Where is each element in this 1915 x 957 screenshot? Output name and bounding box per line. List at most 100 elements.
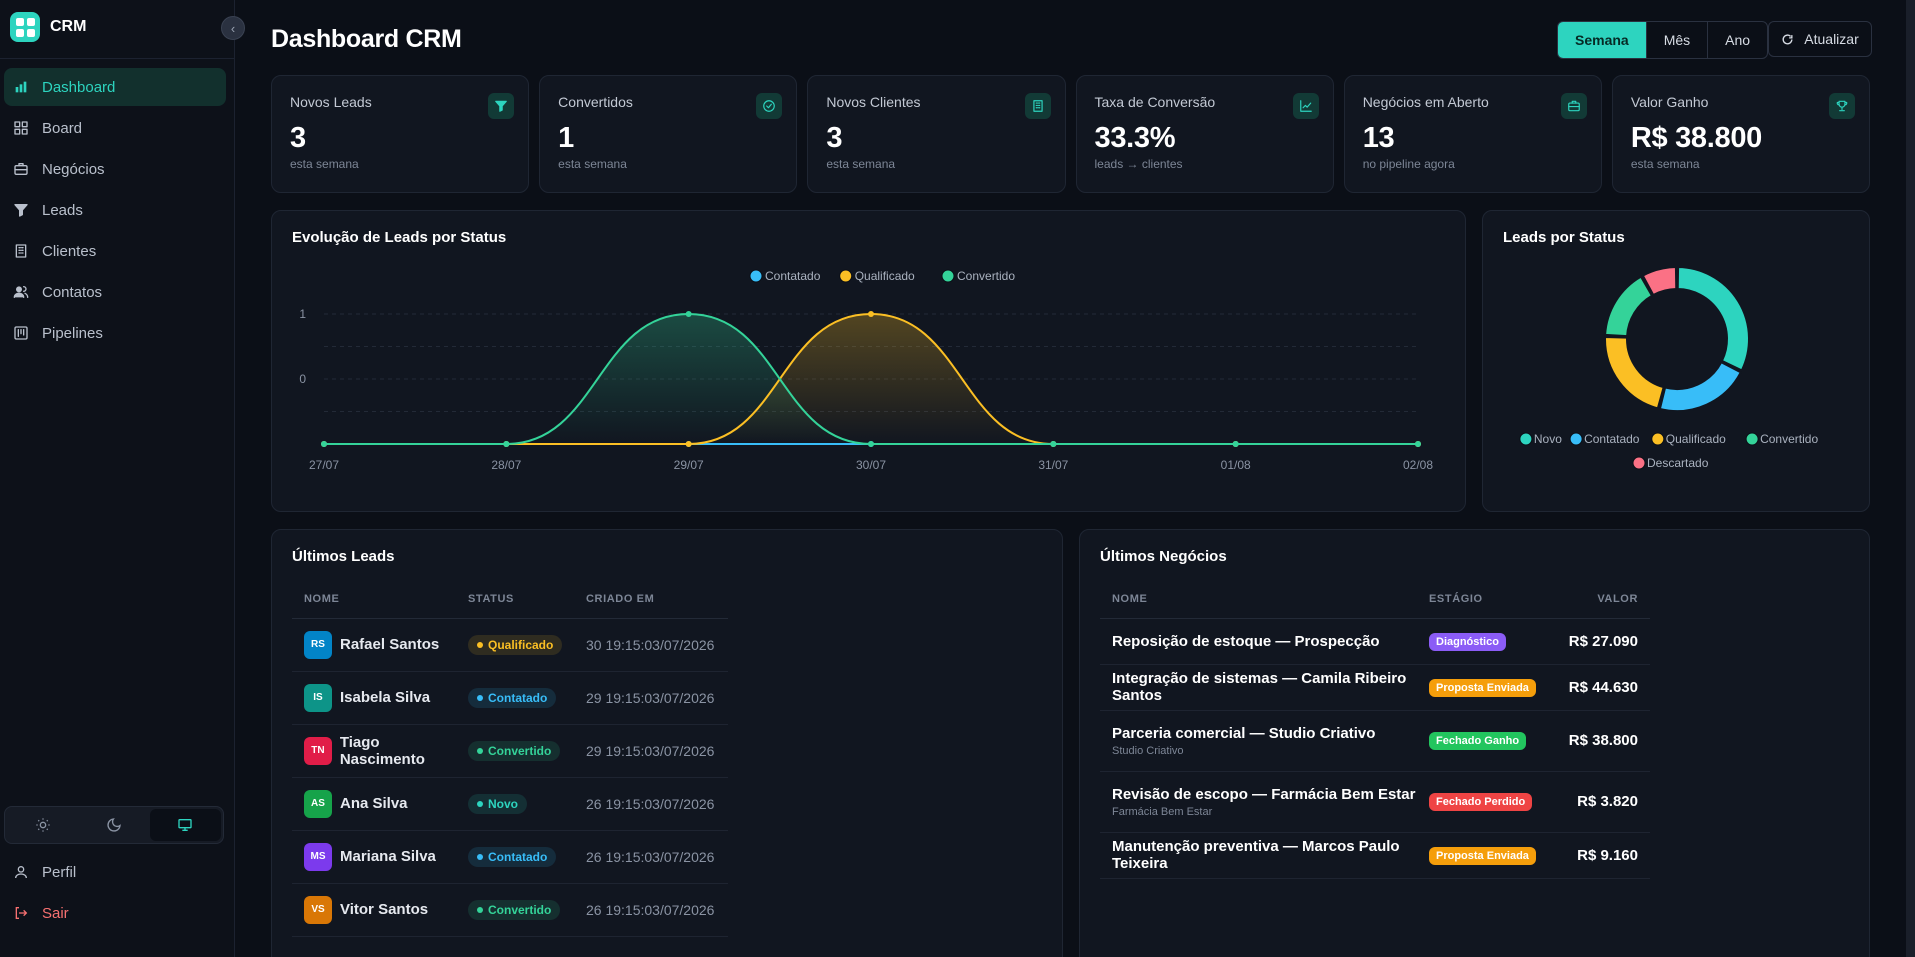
column-header-name[interactable]: NOME (292, 580, 468, 619)
sidebar-item-pipelines[interactable]: Pipelines (4, 314, 226, 352)
refresh-button[interactable]: Atualizar (1768, 21, 1872, 57)
donut-slice-descartado[interactable] (1641, 265, 1678, 297)
stage-badge: Proposta Enviada (1429, 678, 1536, 697)
scrollbar[interactable] (1906, 0, 1915, 957)
table-row[interactable]: AS Ana Silva Novo 26 19:15:03/07/2026 (292, 777, 728, 831)
kpi-card: Novos Clientes 3 esta semana (807, 75, 1066, 193)
table-row[interactable]: TN Tiago Nascimento Convertido 29 19:15:03/… (292, 724, 728, 778)
period-button-0[interactable]: Semana (1558, 22, 1647, 58)
stage-badge: Proposta Enviada (1429, 846, 1536, 865)
light-theme-button[interactable] (7, 809, 78, 841)
kpi-label: Taxa de Conversão (1094, 94, 1216, 110)
column-header-status[interactable]: STATUS (468, 580, 586, 619)
data-point[interactable] (1415, 441, 1421, 447)
data-point[interactable] (685, 441, 692, 447)
user-icon (12, 863, 30, 881)
table-row[interactable]: Reposição de estoque — Prospecção Diagnós… (1100, 618, 1650, 665)
sidebar-item-negocios[interactable]: Negócios (4, 150, 226, 188)
column-header-stage[interactable]: ESTÁGIO (1429, 580, 1557, 619)
table-row[interactable]: MS Mariana Silva Contatado 26 19:15:03/07/2… (292, 830, 728, 884)
lead-name-cell: IS Isabela Silva (292, 671, 468, 725)
brand[interactable]: CRM (10, 12, 86, 42)
table-row[interactable]: RS Rafael Santos Qualificado 30 19:15:03/07… (292, 618, 728, 672)
profile-label: Perfil (42, 863, 77, 881)
legend-item[interactable]: Contatado (749, 269, 821, 283)
kpi-row: Novos Leads 3 esta semana Convertidos 1 esta … (271, 75, 1871, 193)
sidebar-item-clientes[interactable]: Clientes (4, 232, 226, 270)
kpi-card: Negócios em Aberto 13 no pipeline agora (1343, 75, 1602, 193)
kpi-subtitle: esta semana (290, 157, 359, 171)
kpi-card: Novos Leads 3 esta semana (271, 75, 530, 193)
deal-value: R$ 3.820 (1557, 771, 1650, 833)
status-label: Novo (488, 796, 518, 811)
system-theme-button[interactable] (149, 809, 221, 841)
latest-deals-card: Últimos Negócios NOME ESTÁGIO VALOR Repo… (1079, 529, 1870, 957)
leads-table: NOME STATUS CRIADO EM RS Rafael Santos Qua… (292, 580, 728, 937)
data-point[interactable] (321, 441, 327, 447)
column-header-value[interactable]: VALOR (1557, 580, 1650, 619)
data-point[interactable] (503, 441, 510, 447)
table-row[interactable]: IS Isabela Silva Contatado 29 19:15:03/07/2… (292, 671, 728, 725)
column-header-name[interactable]: NOME (1100, 580, 1429, 619)
legend-item[interactable]: Convertido (1745, 432, 1818, 446)
table-row[interactable]: Revisão de escopo — Farmácia Bem Estar Fa… (1100, 771, 1650, 833)
data-point[interactable] (685, 311, 692, 317)
donut-slice-qualificado[interactable] (1604, 335, 1665, 410)
legend-item[interactable]: Qualificado (839, 269, 915, 283)
legend-item[interactable]: Novo (1519, 432, 1562, 446)
period-button-2[interactable]: Ano (1725, 32, 1751, 48)
donut-slice-contatado[interactable] (1658, 360, 1743, 412)
deal-stage-cell: Fechado Perdido (1429, 771, 1557, 833)
avatar: AS (304, 789, 332, 818)
collapse-sidebar-button[interactable]: ‹ (221, 16, 245, 40)
kpi-value: 33.3% (1094, 122, 1176, 154)
donut-slice-novo[interactable] (1676, 265, 1750, 372)
period-button-1[interactable]: Mês (1647, 22, 1709, 58)
table-row[interactable]: Parceria comercial — Studio Criativo Stud… (1100, 710, 1650, 772)
legend-item[interactable]: Contatado (1569, 432, 1640, 446)
lead-name-cell: TN Tiago Nascimento (292, 724, 468, 778)
sidebar-nav: Dashboard Board Negócios Leads Clientes Conta… (4, 68, 226, 355)
logout-label: Sair (42, 904, 69, 922)
leads-status-title: Leads por Status (1503, 229, 1625, 246)
deal-value: R$ 44.630 (1557, 664, 1650, 711)
sidebar-item-leads[interactable]: Leads (4, 191, 226, 229)
deal-stage-cell: Proposta Enviada (1429, 832, 1557, 879)
logout-link[interactable]: Sair (4, 894, 226, 932)
donut-slice-convertido[interactable] (1604, 275, 1654, 338)
legend-item[interactable]: Descartado (1632, 456, 1709, 470)
legend-item[interactable]: Convertido (941, 269, 1015, 283)
table-row[interactable]: Integração de sistemas — Camila Ribeiro … (1100, 664, 1650, 711)
table-row[interactable]: Manutenção preventiva — Marcos Paulo Tei… (1100, 832, 1650, 879)
refresh-label: Atualizar (1804, 31, 1859, 47)
stage-badge: Diagnóstico (1429, 632, 1506, 651)
y-tick-label: 0 (299, 372, 306, 386)
deal-value: R$ 38.800 (1557, 710, 1650, 772)
deal-name-cell: Reposição de estoque — Prospecção (1100, 618, 1429, 665)
series-area-convertido (324, 314, 1418, 444)
sidebar-item-dashboard[interactable]: Dashboard (4, 68, 226, 106)
status-dot (477, 906, 483, 913)
leads-evolution-title: Evolução de Leads por Status (292, 229, 507, 246)
profile-link[interactable]: Perfil (4, 853, 226, 891)
chevron-left-icon: ‹ (230, 20, 236, 36)
sidebar-item-contatos[interactable]: Contatos (4, 273, 226, 311)
filter-icon (12, 201, 30, 219)
kpi-label: Novos Leads (290, 94, 372, 110)
data-point[interactable] (868, 311, 874, 317)
data-point[interactable] (1232, 441, 1239, 447)
building-icon (12, 242, 30, 260)
table-header-row: NOME STATUS CRIADO EM (292, 580, 728, 619)
monitor-icon (178, 819, 192, 831)
lead-name: MS Mariana Silva (304, 842, 468, 871)
data-point[interactable] (868, 441, 874, 447)
column-header-created[interactable]: CRIADO EM (586, 580, 728, 619)
legend-item[interactable]: Qualificado (1651, 432, 1726, 446)
dark-theme-button[interactable] (78, 809, 149, 841)
table-row[interactable]: VS Vitor Santos Convertido 26 19:15:03/07/2… (292, 883, 728, 937)
data-point[interactable] (1050, 441, 1057, 447)
sidebar-item-board[interactable]: Board (4, 109, 226, 147)
lead-created-cell: 26 19:15:03/07/2026 (586, 777, 728, 831)
legend-label: Contatado (1584, 432, 1640, 446)
lead-name: AS Ana Silva (304, 789, 468, 818)
